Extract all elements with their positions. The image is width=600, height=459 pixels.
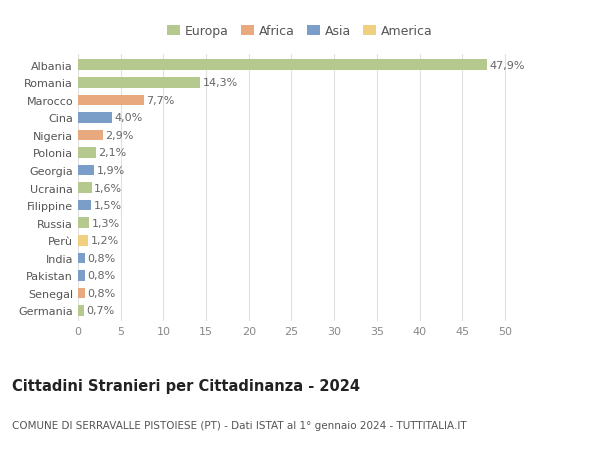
Bar	[78, 60, 487, 71]
Bar	[78, 306, 84, 316]
Bar	[78, 201, 91, 211]
Text: 2,9%: 2,9%	[106, 131, 134, 140]
Bar	[78, 165, 94, 176]
Bar	[78, 113, 112, 123]
Text: 0,7%: 0,7%	[86, 306, 115, 316]
Text: 1,5%: 1,5%	[94, 201, 121, 211]
Text: 4,0%: 4,0%	[115, 113, 143, 123]
Bar	[78, 270, 85, 281]
Bar	[78, 235, 88, 246]
Text: 1,9%: 1,9%	[97, 166, 125, 176]
Bar	[78, 183, 92, 193]
Text: 1,6%: 1,6%	[94, 183, 122, 193]
Legend: Europa, Africa, Asia, America: Europa, Africa, Asia, America	[163, 20, 437, 43]
Bar	[78, 288, 85, 298]
Text: 2,1%: 2,1%	[98, 148, 127, 158]
Text: COMUNE DI SERRAVALLE PISTOIESE (PT) - Dati ISTAT al 1° gennaio 2024 - TUTTITALIA: COMUNE DI SERRAVALLE PISTOIESE (PT) - Da…	[12, 420, 467, 430]
Text: 0,8%: 0,8%	[88, 288, 116, 298]
Text: 1,3%: 1,3%	[92, 218, 120, 228]
Bar	[78, 148, 96, 158]
Text: 0,8%: 0,8%	[88, 271, 116, 281]
Bar	[78, 95, 144, 106]
Text: Cittadini Stranieri per Cittadinanza - 2024: Cittadini Stranieri per Cittadinanza - 2…	[12, 379, 360, 394]
Text: 14,3%: 14,3%	[203, 78, 238, 88]
Text: 1,2%: 1,2%	[91, 236, 119, 246]
Bar	[78, 253, 85, 263]
Bar	[78, 130, 103, 141]
Text: 7,7%: 7,7%	[146, 95, 175, 106]
Text: 47,9%: 47,9%	[490, 61, 525, 71]
Bar	[78, 218, 89, 229]
Bar	[78, 78, 200, 89]
Text: 0,8%: 0,8%	[88, 253, 116, 263]
